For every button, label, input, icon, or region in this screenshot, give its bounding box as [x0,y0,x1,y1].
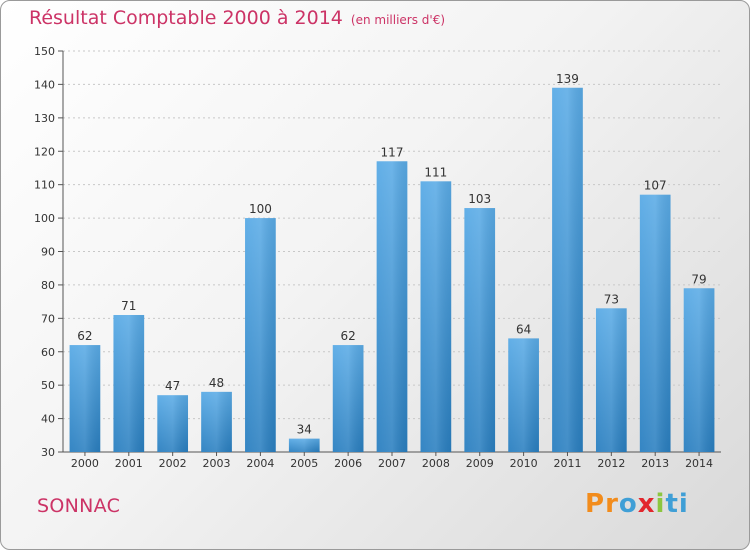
y-tick-label: 140 [34,78,55,91]
y-tick-label: 40 [41,413,55,426]
x-tick-label: 2013 [641,457,669,470]
bar-sheen [639,194,671,453]
bar-sheen [113,314,145,452]
bar-sheen [508,338,539,452]
bar-sheen [69,345,101,452]
logo-letter: r [605,489,619,519]
proxiti-logo: Proxiti [585,489,689,519]
bar-sheen [595,308,627,452]
x-tick-label: 2011 [553,457,581,470]
bar-sheen [245,218,276,452]
x-tick-label: 2010 [510,457,538,470]
data-label: 34 [297,423,312,437]
data-label: 111 [424,165,447,179]
bar-sheen [683,288,715,452]
bar-sheen [552,87,583,452]
y-tick-label: 100 [34,212,55,225]
y-tick-label: 60 [41,346,55,359]
bar-sheen [464,208,496,452]
bars [69,87,715,453]
data-label: 139 [556,72,579,86]
y-tick-label: 120 [34,145,55,158]
y-tick-label: 90 [41,246,55,259]
bar-sheen [157,395,189,452]
y-tick-label: 110 [34,179,55,192]
x-tick-label: 2008 [422,457,450,470]
bar-sheen [376,161,408,452]
axes: 30 40 50 60 70 80 90 100 110 120 130 140 150 2000 2001… [34,45,721,470]
data-label: 103 [468,192,491,206]
data-label: 79 [691,272,706,286]
logo-letter: i [655,489,666,519]
logo-letter: P [585,489,606,519]
x-tick-label: 2000 [71,457,99,470]
x-tick-label: 2007 [378,457,406,470]
x-tick-label: 2002 [159,457,187,470]
data-label: 64 [516,322,531,336]
data-label: 100 [249,202,272,216]
x-tick-label: 2006 [334,457,362,470]
logo-letter: x [637,489,656,519]
x-tick-label: 2012 [597,457,625,470]
data-label: 107 [644,179,667,193]
chart-title: Résultat Comptable 2000 à 2014 [29,7,343,29]
x-tick-label: 2014 [685,457,713,470]
x-tick-label: 2004 [246,457,274,470]
logo-letter: t [665,489,679,519]
chart-title-block: Résultat Comptable 2000 à 2014 (en millie… [29,7,445,29]
data-label: 62 [340,329,355,343]
data-label: 47 [165,379,180,393]
chart-unit: (en milliers d'€) [350,13,446,27]
bar-sheen [288,438,320,452]
x-tick-label: 2003 [203,457,231,470]
commune-name: SONNAC [37,495,121,517]
bar-sheen [201,391,232,452]
data-label: 71 [121,299,136,313]
y-tick-label: 70 [41,312,55,325]
data-label: 48 [209,376,224,390]
y-tick-label: 130 [34,112,55,125]
bar-sheen [420,181,452,452]
bar-sheen [332,345,364,452]
x-tick-label: 2005 [290,457,318,470]
data-label: 73 [604,292,619,306]
y-tick-label: 30 [41,446,55,459]
data-label: 62 [77,329,92,343]
logo-letter: i [678,489,689,519]
data-label: 117 [381,145,404,159]
y-tick-label: 150 [34,45,55,58]
x-tick-label: 2009 [466,457,494,470]
logo-letter: o [618,489,638,519]
data-labels: 62 71 47 48 100 34 62 117 111 103 64 139 73 107 79 [77,72,706,437]
x-tick-label: 2001 [115,457,143,470]
y-tick-label: 50 [41,379,55,392]
y-tick-label: 80 [41,279,55,292]
